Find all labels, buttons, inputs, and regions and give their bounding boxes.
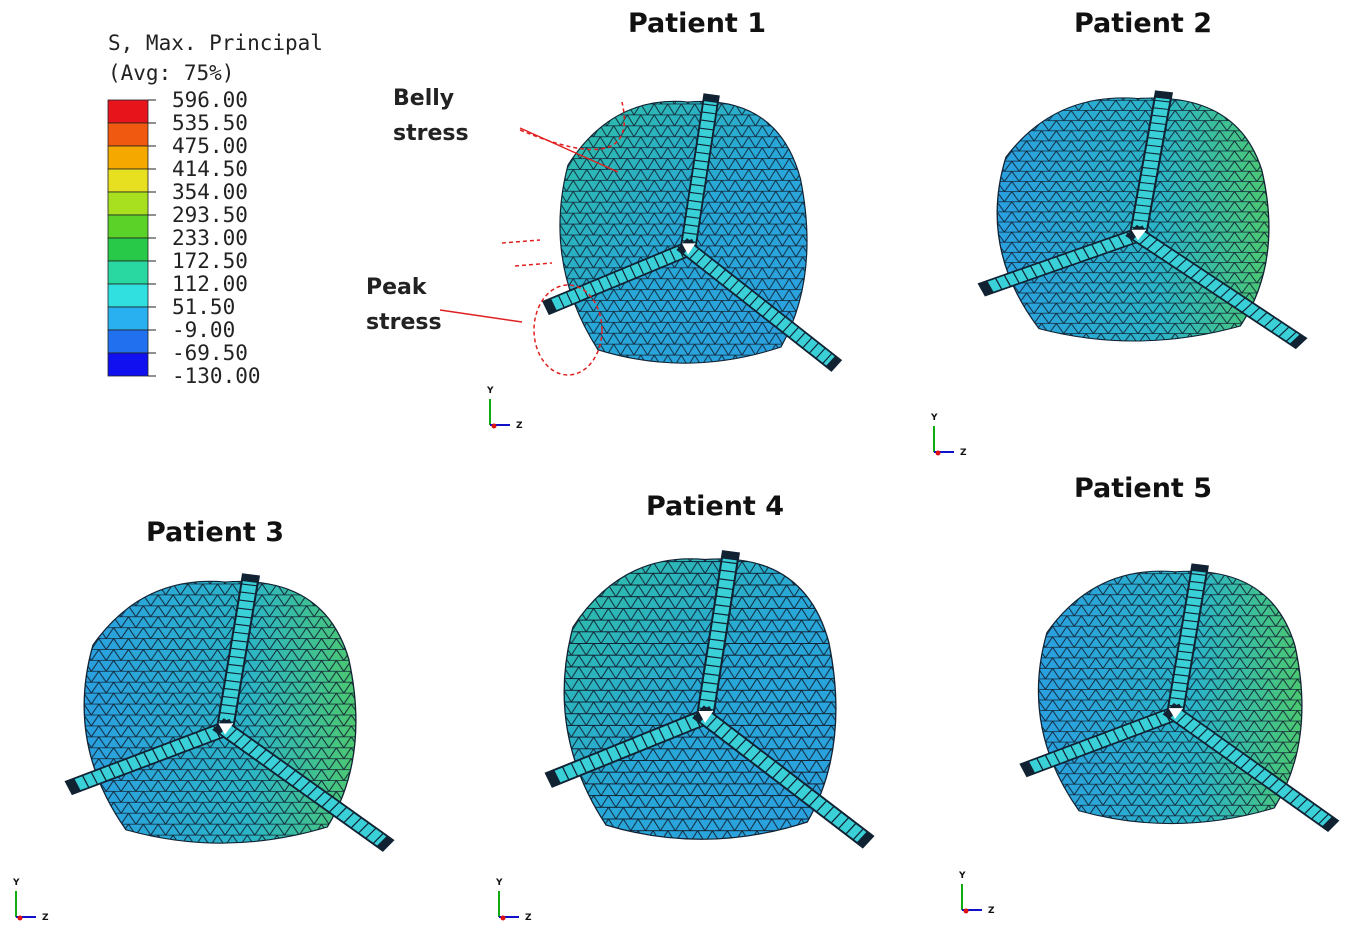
panel-title: Patient 3: [146, 517, 284, 548]
legend: S, Max. Principal (Avg: 75%) 596.00535.5…: [108, 31, 323, 388]
annotation: stress: [393, 121, 469, 146]
color-swatch: [108, 100, 148, 123]
axis-label: Y: [486, 386, 494, 396]
annotation: Belly: [393, 86, 454, 111]
axis-label: Z: [42, 913, 49, 923]
axis-label: Y: [495, 878, 503, 888]
axis-triad: YZ: [930, 413, 967, 458]
axis-label: Z: [516, 421, 523, 431]
color-swatch: [108, 238, 148, 261]
axis-label: Y: [930, 413, 938, 423]
valve-model: [557, 559, 862, 839]
legend-label: 596.00: [172, 88, 248, 112]
legend-label: 414.50: [172, 157, 248, 181]
color-swatch: [108, 307, 148, 330]
valve-panel: Patient 5YZ: [958, 473, 1327, 916]
color-swatch: [108, 192, 148, 215]
axis-label: Y: [12, 878, 20, 888]
color-swatch: [108, 169, 148, 192]
axis-label: Z: [525, 913, 532, 923]
valve-panel: Patient 4YZ: [495, 491, 862, 923]
axis-triad: YZ: [958, 871, 995, 916]
axis-label: Y: [958, 871, 966, 881]
panel-title: Patient 1: [628, 8, 766, 39]
color-swatch: [108, 123, 148, 146]
panel-title: Patient 5: [1074, 473, 1212, 504]
axis-x-dot: [501, 916, 506, 921]
annotation: Peak: [366, 275, 428, 300]
color-swatch: [108, 330, 148, 353]
legend-subtitle: (Avg: 75%): [108, 61, 234, 85]
annotation: stress: [366, 310, 442, 335]
legend-label: 293.50: [172, 203, 248, 227]
legend-label: 51.50: [172, 295, 235, 319]
legend-label: 112.00: [172, 272, 248, 296]
color-swatch: [108, 284, 148, 307]
valve-panel: Patient 1YZ: [486, 8, 831, 431]
axis-triad: YZ: [486, 386, 523, 431]
panel-title: Patient 4: [646, 491, 784, 522]
valve-panel: Patient 2YZ: [930, 8, 1295, 458]
axis-x-dot: [18, 916, 23, 921]
legend-label: 233.00: [172, 226, 248, 250]
color-swatch: [108, 215, 148, 238]
legend-title: S, Max. Principal: [108, 31, 323, 55]
axis-label: Z: [960, 448, 967, 458]
legend-label: -9.00: [172, 318, 235, 342]
color-swatch: [108, 146, 148, 169]
panel-title: Patient 2: [1074, 8, 1212, 39]
valve-model: [990, 98, 1295, 341]
color-swatch: [108, 261, 148, 284]
legend-label: 535.50: [172, 111, 248, 135]
axis-triad: YZ: [12, 878, 49, 923]
legend-label: 172.50: [172, 249, 248, 273]
legend-label: 475.00: [172, 134, 248, 158]
axis-x-dot: [492, 424, 497, 429]
legend-label: -130.00: [172, 364, 261, 388]
legend-label: -69.50: [172, 341, 248, 365]
valve-model: [1031, 571, 1327, 823]
axis-triad: YZ: [495, 878, 532, 923]
valve-panel: Patient 3YZ: [12, 517, 382, 923]
valve-model: [553, 101, 831, 363]
figure: S, Max. Principal (Avg: 75%) 596.00535.5…: [0, 0, 1360, 931]
valve-model: [77, 581, 382, 843]
axis-label: Z: [988, 906, 995, 916]
legend-label: 354.00: [172, 180, 248, 204]
color-swatch: [108, 353, 148, 376]
axis-x-dot: [964, 909, 969, 914]
axis-x-dot: [936, 451, 941, 456]
